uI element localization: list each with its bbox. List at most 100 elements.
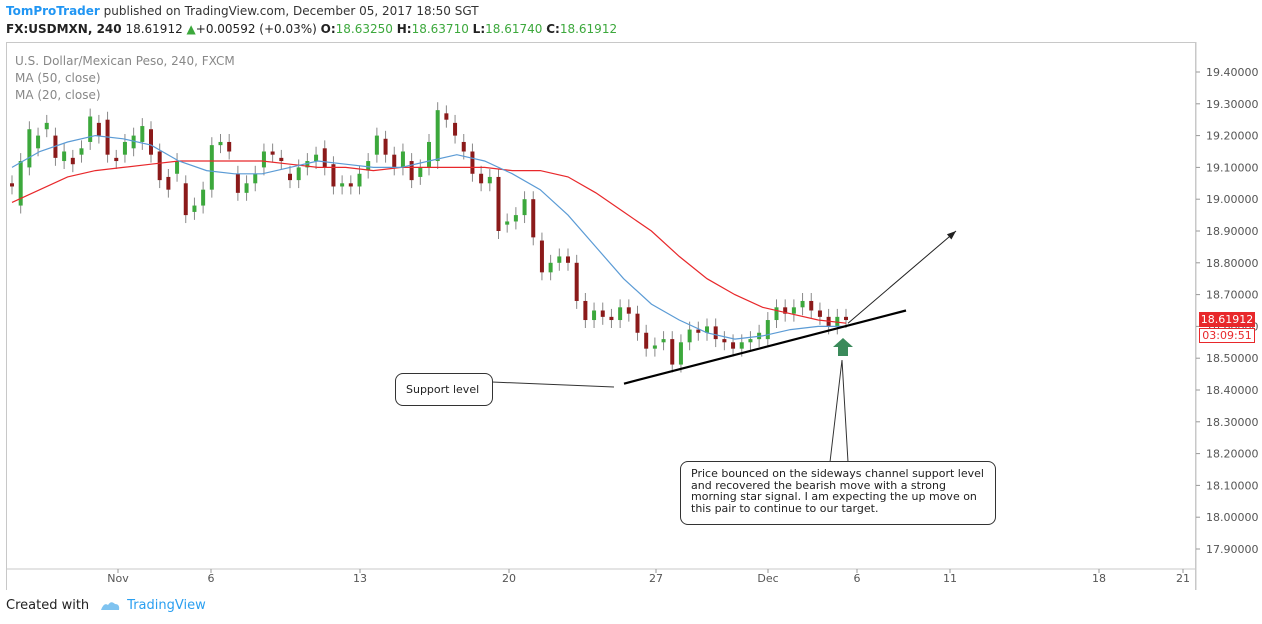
- x-tick-label: 6: [208, 572, 215, 585]
- candle-body: [149, 129, 153, 155]
- change-value: +0.00592 (+0.03%): [195, 22, 317, 36]
- candle-body: [253, 173, 258, 184]
- candle-body: [713, 326, 718, 340]
- author-link[interactable]: TomProTrader: [6, 4, 100, 18]
- candle-body: [461, 141, 466, 152]
- candle-body: [444, 113, 449, 120]
- close-label: C:: [546, 22, 560, 36]
- candle-body: [574, 262, 579, 301]
- candle-body: [644, 332, 649, 349]
- candle-body: [496, 176, 501, 231]
- candle-body: [626, 307, 631, 314]
- y-tick-label: 19.30000: [1206, 98, 1259, 111]
- candle-body: [70, 157, 75, 165]
- candle-body: [36, 135, 41, 149]
- candle-body: [244, 183, 249, 193]
- candle-body: [774, 307, 779, 321]
- candle-body: [227, 141, 232, 152]
- candle-body: [340, 183, 345, 187]
- candle-body: [705, 326, 709, 333]
- candle-body: [62, 151, 67, 162]
- candle-body: [678, 342, 683, 365]
- candle-body: [400, 151, 405, 168]
- x-tick-label: 21: [1176, 572, 1190, 585]
- candle-body: [366, 161, 371, 171]
- callout-tail: [829, 359, 849, 463]
- candle-body: [166, 176, 171, 190]
- x-tick-label: 13: [353, 572, 367, 585]
- candle-body: [696, 329, 701, 333]
- target-arrowhead-icon: [946, 231, 956, 240]
- candle-body: [566, 256, 570, 263]
- legend-ma20[interactable]: MA (20, close): [15, 88, 101, 102]
- candle-body: [27, 129, 32, 168]
- x-tick-label: 18: [1092, 572, 1106, 585]
- candle-body: [322, 148, 327, 168]
- candle-body: [261, 151, 266, 168]
- y-tick-label: 18.20000: [1206, 448, 1259, 461]
- candle-body: [383, 138, 388, 155]
- open-value: 18.63250: [335, 22, 393, 36]
- analysis-callout[interactable]: Price bounced on the sideways channel su…: [680, 461, 996, 525]
- close-value: 18.61912: [559, 22, 618, 36]
- candle-body: [288, 173, 292, 181]
- y-tick-label: 19.10000: [1206, 161, 1259, 174]
- price-chart[interactable]: 19.40000 19.30000 19.20000 19.10000 19.00000…: [0, 0, 1262, 590]
- support-level-callout[interactable]: Support level: [395, 373, 493, 406]
- candle-body: [731, 342, 736, 349]
- candle-body: [114, 157, 119, 162]
- candle-body: [435, 110, 440, 162]
- candle-body: [844, 316, 848, 321]
- y-axis: 19.40000 19.30000 19.20000 19.10000 19.00000…: [1195, 42, 1259, 590]
- candle-body: [600, 310, 605, 317]
- change-up-icon: ▲: [186, 22, 196, 36]
- candle-body: [201, 189, 206, 206]
- candle-body: [157, 151, 162, 181]
- legend-ma50[interactable]: MA (50, close): [15, 71, 101, 85]
- candle-body: [18, 161, 23, 206]
- candles-layer: [10, 102, 848, 373]
- ma20-line: [11, 134, 846, 340]
- current-price-tag: 18.61912: [1199, 312, 1255, 327]
- candle-body: [357, 173, 362, 187]
- tradingview-brand-link[interactable]: TradingView: [127, 598, 206, 613]
- candle-body: [374, 135, 379, 155]
- candle-body: [131, 135, 136, 149]
- candle-body: [739, 342, 744, 349]
- y-tick-label: 18.00000: [1206, 511, 1259, 524]
- y-tick-label: 19.20000: [1206, 130, 1259, 143]
- candle-body: [609, 316, 614, 321]
- x-tick-label: 6: [854, 572, 861, 585]
- candle-body: [809, 300, 814, 311]
- candle-body: [305, 161, 310, 168]
- candle-body: [218, 141, 223, 146]
- candle-body: [479, 173, 484, 184]
- x-tick-label: Dec: [757, 572, 778, 585]
- candle-body: [635, 313, 640, 333]
- candle-body: [661, 339, 666, 343]
- candle-body: [783, 307, 788, 314]
- candle-body: [392, 154, 397, 168]
- low-label: L:: [472, 22, 486, 36]
- tradingview-logo-icon: [101, 601, 120, 610]
- publish-info: TomProTrader published on TradingView.co…: [6, 4, 479, 18]
- open-label: O:: [320, 22, 336, 36]
- y-tick-label: 18.30000: [1206, 416, 1259, 429]
- y-tick-label: 19.00000: [1206, 193, 1259, 206]
- low-value: 18.61740: [485, 22, 543, 36]
- candle-body: [652, 345, 657, 349]
- candle-body: [531, 199, 536, 238]
- target-arrow: [847, 230, 957, 324]
- ma50-line: [11, 160, 847, 324]
- up-arrow-marker-icon: [833, 338, 853, 356]
- y-tick-label: 18.50000: [1206, 352, 1259, 365]
- candle-body: [175, 161, 180, 174]
- candle-body: [817, 310, 822, 317]
- candle-body: [270, 151, 275, 155]
- candle-body: [505, 221, 510, 225]
- candle-body: [427, 141, 431, 168]
- high-label: H:: [396, 22, 412, 36]
- support-level-label: Support level: [406, 383, 480, 396]
- candle-body: [418, 167, 423, 177]
- support-trendline: [623, 309, 907, 385]
